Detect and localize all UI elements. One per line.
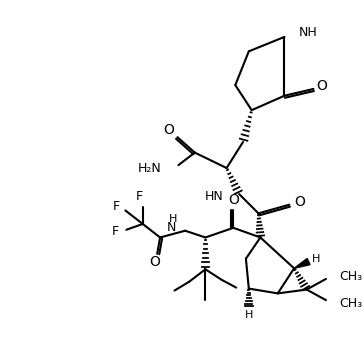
Text: CH₃: CH₃: [340, 269, 363, 283]
Polygon shape: [294, 259, 310, 268]
Text: O: O: [294, 195, 305, 209]
Text: O: O: [228, 193, 239, 207]
Text: H₂N: H₂N: [137, 162, 161, 174]
Text: F: F: [112, 225, 119, 238]
Text: H: H: [245, 310, 253, 320]
Text: H: H: [169, 214, 177, 224]
Text: O: O: [149, 255, 160, 269]
Text: H: H: [312, 254, 320, 264]
Text: N: N: [167, 221, 177, 234]
Text: HN: HN: [205, 191, 224, 203]
Text: O: O: [317, 79, 328, 93]
Text: F: F: [135, 191, 142, 203]
Text: F: F: [113, 200, 120, 213]
Text: NH: NH: [299, 26, 318, 39]
Text: CH₃: CH₃: [340, 296, 363, 310]
Text: O: O: [163, 123, 174, 138]
